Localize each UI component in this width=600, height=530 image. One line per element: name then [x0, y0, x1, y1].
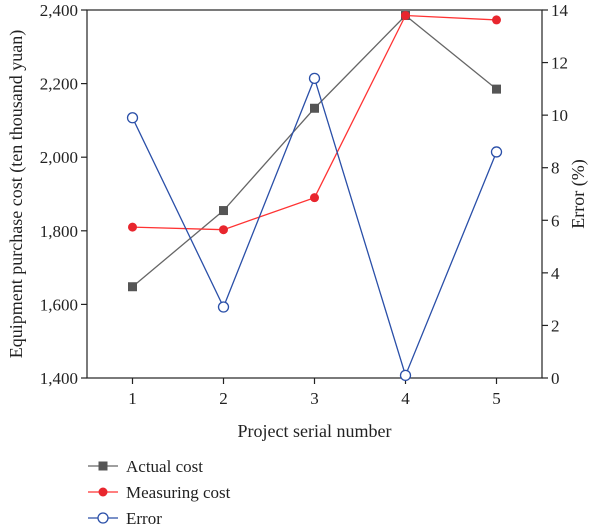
- right-y-tick-label: 10: [551, 106, 568, 125]
- left-y-tick-label: 2,200: [40, 75, 78, 94]
- legend-item-measuring-cost: Measuring cost: [88, 483, 231, 502]
- data-point-actual-cost: [128, 282, 137, 292]
- x-tick-label: 4: [401, 389, 410, 408]
- data-point-measuring-cost: [492, 15, 501, 25]
- data-point-measuring-cost: [401, 11, 410, 21]
- axes: 1 2 3 4 51,4001,6001,8002,0002,2002,40002468…: [40, 1, 569, 408]
- x-tick-label: 2: [219, 389, 228, 408]
- series-actual-cost: [128, 11, 501, 292]
- right-y-tick-label: 4: [551, 264, 560, 283]
- right-y-tick-label: 12: [551, 54, 568, 73]
- left-y-axis-title: Equipment purchase cost (ten thousand yu…: [6, 30, 27, 358]
- right-y-tick-label: 8: [551, 159, 560, 178]
- legend-item-error: Error: [88, 509, 162, 528]
- legend-marker: [98, 487, 108, 497]
- x-tick-label: 5: [492, 389, 501, 408]
- series-line-error: [131, 76, 498, 378]
- legend-marker: [97, 512, 109, 524]
- legend-label: Error: [126, 509, 162, 528]
- legend-item-actual-cost: Actual cost: [88, 457, 203, 476]
- legend-label: Measuring cost: [126, 483, 231, 502]
- series-measuring-cost: [128, 11, 501, 235]
- x-tick-label: 1: [128, 389, 137, 408]
- right-y-tick-label: 2: [551, 316, 560, 335]
- right-y-tick-label: 6: [551, 211, 560, 230]
- data-point-actual-cost: [310, 103, 319, 113]
- legend-marker: [98, 461, 108, 471]
- left-y-tick-label: 1,600: [40, 295, 78, 314]
- legend: Actual cost Measuring cost Error: [88, 457, 231, 528]
- data-point-error: [126, 112, 139, 124]
- series-layer: [126, 11, 503, 382]
- left-y-tick-label: 2,000: [40, 148, 78, 167]
- right-y-tick-label: 0: [551, 369, 560, 388]
- right-y-tick-label: 14: [551, 1, 569, 20]
- data-point-measuring-cost: [310, 193, 319, 203]
- data-point-error: [217, 301, 230, 313]
- series-error: [126, 72, 503, 382]
- left-y-tick-label: 2,400: [40, 1, 78, 20]
- data-point-measuring-cost: [128, 222, 137, 232]
- x-axis-title: Project serial number: [238, 421, 392, 441]
- data-point-actual-cost: [492, 84, 501, 94]
- left-y-tick-label: 1,400: [40, 369, 78, 388]
- series-line-actual-cost: [132, 14, 497, 288]
- data-point-error: [490, 146, 503, 158]
- data-point-error: [308, 72, 321, 84]
- right-y-axis-title: Error (%): [568, 159, 589, 228]
- data-point-actual-cost: [219, 206, 228, 216]
- x-tick-label: 3: [310, 389, 319, 408]
- left-y-tick-label: 1,800: [40, 222, 78, 241]
- data-point-error: [399, 369, 412, 382]
- legend-label: Actual cost: [126, 457, 203, 476]
- data-point-measuring-cost: [219, 225, 228, 235]
